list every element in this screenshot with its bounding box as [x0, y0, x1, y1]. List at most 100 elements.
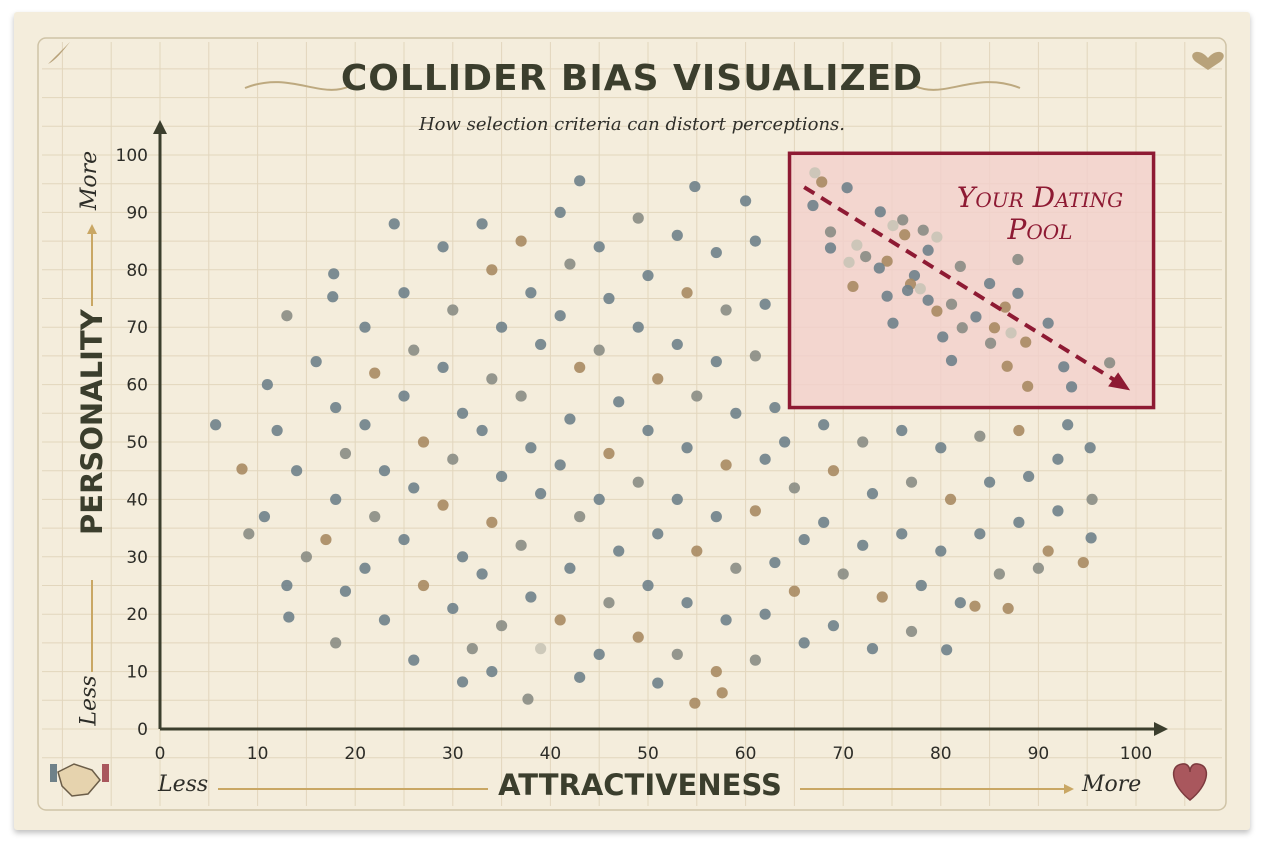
data-point — [378, 614, 391, 626]
y-tick-label: 100 — [116, 146, 148, 166]
pool-data-point — [999, 301, 1011, 313]
data-point — [554, 206, 566, 218]
heart-icon — [1192, 51, 1224, 70]
dating-pool-label: Your Dating Pool — [770, 182, 1160, 246]
handshake-cuff-right — [102, 764, 109, 782]
data-point — [632, 476, 644, 488]
x-tick-label: 50 — [637, 744, 659, 764]
pool-data-point — [809, 167, 821, 179]
decorative-frame — [37, 37, 1227, 811]
data-point — [915, 579, 927, 592]
data-point — [243, 528, 255, 540]
data-point — [535, 488, 547, 500]
data-point — [905, 625, 918, 638]
x-tick-label: 10 — [247, 744, 269, 764]
data-point — [447, 453, 459, 465]
data-point — [681, 597, 693, 609]
pool-data-point — [1012, 253, 1024, 266]
pool-data-point — [984, 337, 997, 349]
data-point — [896, 424, 908, 437]
data-point — [935, 442, 947, 454]
data-point — [330, 493, 342, 505]
data-point — [866, 643, 879, 655]
data-point — [730, 562, 742, 574]
data-point — [642, 424, 654, 437]
pool-data-point — [922, 294, 934, 306]
data-point — [935, 545, 947, 557]
data-point — [1084, 442, 1096, 454]
data-point — [632, 631, 644, 643]
data-point — [1023, 470, 1035, 483]
pool-data-point — [807, 199, 819, 212]
data-point — [564, 258, 576, 270]
data-point — [671, 338, 683, 351]
data-point — [300, 551, 312, 563]
data-point — [359, 321, 371, 333]
pool-data-point — [902, 284, 914, 297]
handshake-cuff-left — [50, 764, 57, 782]
y-tick-label: 30 — [126, 548, 148, 568]
data-point — [327, 291, 339, 303]
data-point — [398, 287, 410, 299]
data-point — [574, 361, 586, 373]
y-more-arrow-icon — [87, 224, 97, 234]
dating-pool-label-line2: Pool — [1007, 213, 1073, 246]
chart-subtitle: How selection criteria can distort perce… — [418, 114, 845, 135]
paper-background — [14, 12, 1250, 830]
data-point — [486, 666, 498, 678]
x-tick-label: 20 — [344, 744, 366, 764]
data-point — [496, 470, 508, 483]
x-less-label: Less — [158, 772, 209, 797]
data-point — [476, 424, 488, 437]
data-point — [417, 436, 430, 448]
data-point — [759, 453, 771, 465]
data-point — [408, 482, 420, 494]
x-tick-label: 40 — [540, 744, 562, 764]
data-point — [944, 493, 957, 505]
data-point — [593, 241, 605, 253]
data-point — [456, 676, 469, 688]
data-point — [613, 545, 625, 557]
data-point — [378, 465, 391, 477]
data-point — [1032, 562, 1044, 574]
x-more-label: More — [1082, 772, 1142, 797]
data-point — [476, 568, 488, 580]
data-point — [749, 654, 761, 666]
data-point — [866, 488, 879, 500]
data-point — [1062, 419, 1074, 431]
data-point — [408, 654, 420, 666]
pool-data-point — [970, 311, 982, 323]
y-tick-label: 20 — [126, 605, 148, 625]
data-point — [417, 579, 430, 592]
data-point — [681, 442, 693, 454]
pool-data-point — [1042, 317, 1054, 329]
data-point — [1052, 505, 1064, 517]
data-point — [210, 419, 222, 431]
data-point — [876, 591, 888, 603]
data-point — [574, 175, 586, 187]
pool-data-point — [897, 214, 909, 226]
data-point — [369, 511, 381, 523]
y-tick-label: 40 — [126, 490, 148, 510]
data-point — [671, 648, 683, 660]
data-point — [281, 310, 293, 322]
data-point — [408, 344, 420, 356]
trend-arrow-head-icon — [1108, 372, 1131, 391]
title-flourish-right — [914, 81, 1021, 91]
data-point — [291, 465, 303, 477]
data-point — [496, 321, 508, 333]
data-point — [689, 697, 701, 709]
data-point — [632, 321, 644, 333]
data-point — [798, 533, 810, 546]
data-point — [1013, 424, 1025, 437]
data-point — [1013, 516, 1025, 528]
pool-data-point — [1065, 381, 1078, 393]
data-point — [857, 436, 869, 448]
data-point — [749, 235, 761, 247]
data-point — [710, 356, 722, 368]
x-tick-label: 90 — [1028, 744, 1050, 764]
pool-data-point — [851, 239, 863, 251]
data-point — [642, 579, 654, 592]
data-point — [671, 493, 683, 505]
pool-data-point — [945, 354, 958, 367]
